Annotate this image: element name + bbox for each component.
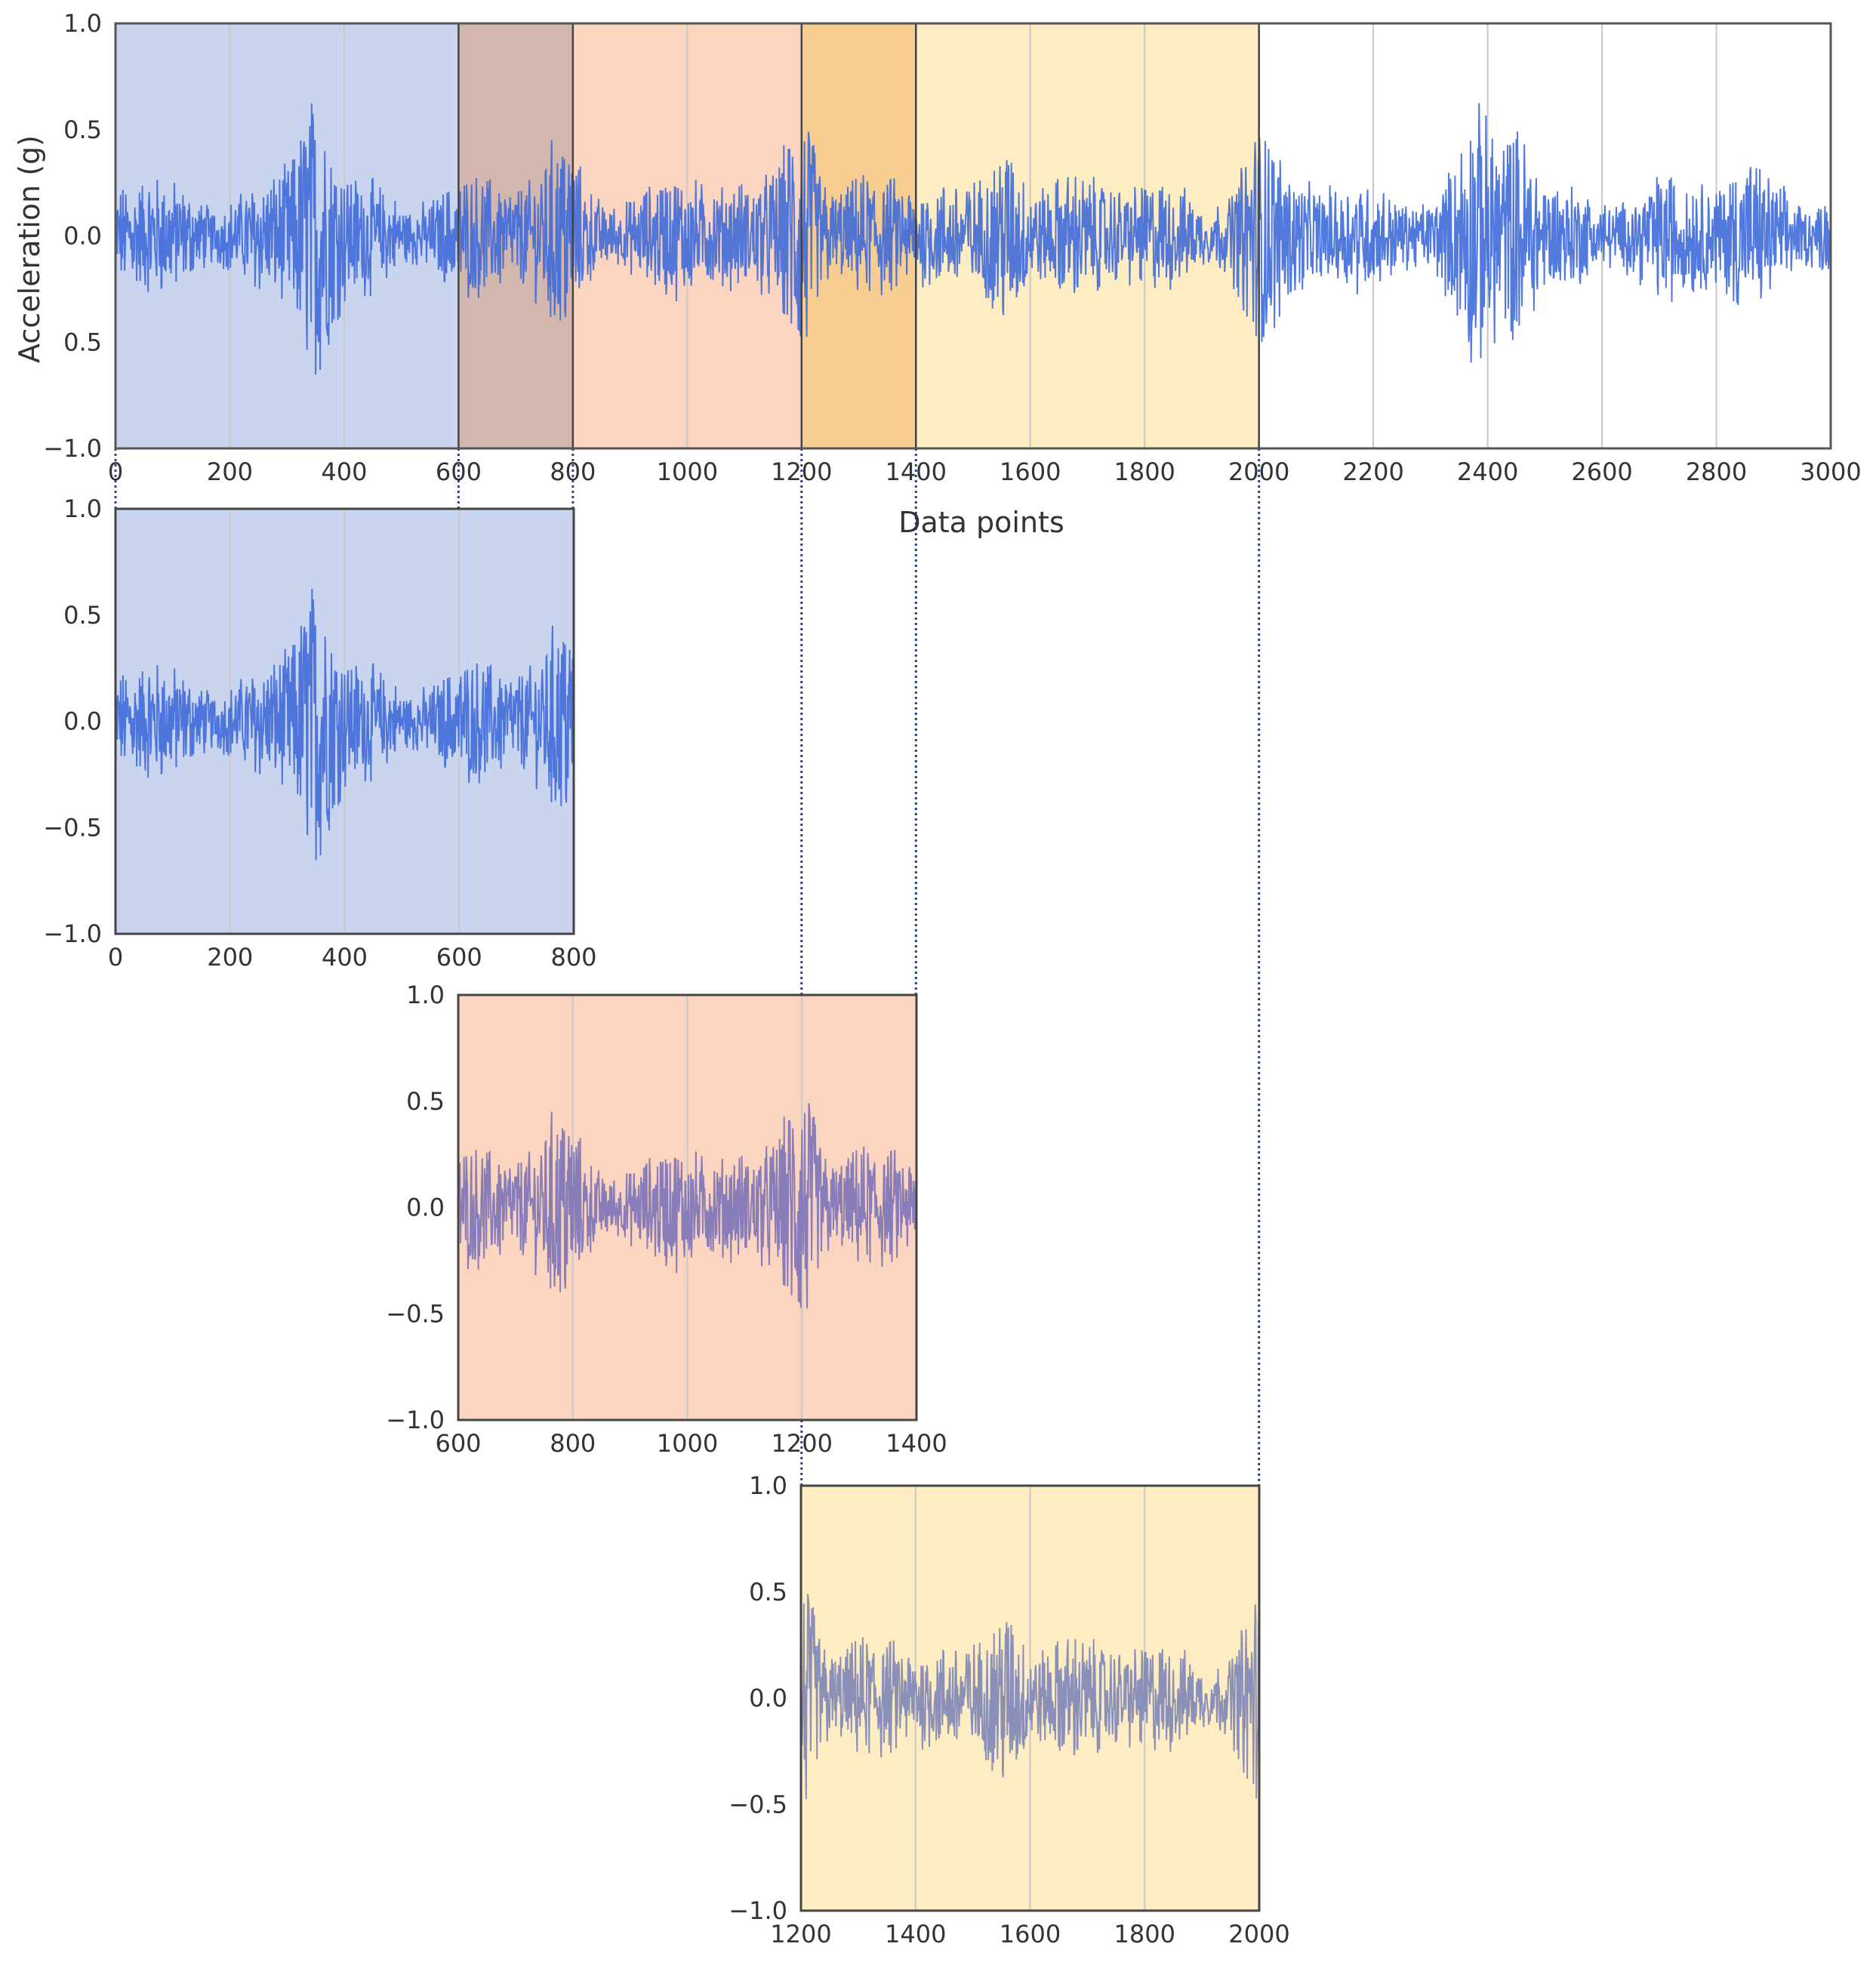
x-tick-label: 800 [550, 457, 596, 486]
x-tick-label: 1200 [770, 1920, 831, 1948]
plot-frame [799, 1484, 1261, 1912]
y-tick-label: 0.5 [63, 328, 102, 356]
x-tick-label: 0 [108, 457, 123, 486]
x-tick-label: 1200 [771, 457, 832, 486]
x-tick-label: 600 [435, 1429, 481, 1458]
y-tick-label: 1.0 [406, 981, 445, 1009]
x-tick-label: 1600 [1000, 457, 1061, 486]
y-tick-label: −1.0 [386, 1406, 445, 1434]
x-tick-label: 2600 [1571, 457, 1632, 486]
y-tick-label: −0.5 [386, 1299, 445, 1328]
x-tick-label: 1400 [886, 1429, 947, 1458]
y-tick-label: −0.5 [729, 1790, 787, 1819]
y-tick-label: 1.0 [63, 9, 102, 38]
x-tick-label: 400 [321, 457, 367, 486]
signal-line [457, 1103, 917, 1309]
y-tick-label: 0.0 [406, 1194, 445, 1222]
y-tick-label: 1.0 [63, 494, 102, 523]
x-tick-label: 800 [550, 1429, 596, 1458]
plot-frame [114, 22, 1832, 450]
y-tick-label: −0.5 [43, 813, 102, 842]
y-tick-label: 0.0 [63, 707, 102, 736]
x-tick-label: 1000 [657, 1429, 718, 1458]
zoom-plot-600-1400: 600 800 1000 1200 1400 1.0 0.5 0.0 −0.5 −1.0 [386, 981, 947, 1458]
x-tick-label: 200 [207, 943, 253, 972]
plot-frame [114, 507, 575, 935]
y-tick-label: −1.0 [729, 1896, 787, 1925]
y-tick-label: −1.0 [43, 434, 102, 463]
zoom-plot-0-800: 0 200 400 600 800 1.0 0.5 0.0 −0.5 −1.0 [43, 494, 596, 972]
x-tick-label: 2800 [1686, 457, 1747, 486]
x-tick-label: 800 [550, 943, 596, 972]
x-tick-label: 1000 [657, 457, 718, 486]
x-tick-label: 200 [207, 457, 253, 486]
x-tick-label: 600 [436, 457, 482, 486]
x-tick-label: 1400 [885, 1920, 946, 1948]
x-tick-label: 1800 [1114, 457, 1175, 486]
signal-line [115, 103, 1831, 375]
x-tick-label: 400 [322, 943, 368, 972]
y-tick-label: 0.0 [63, 222, 102, 251]
x-tick-label: 2200 [1342, 457, 1403, 486]
y-tick-label: 0.5 [749, 1578, 787, 1606]
y-tick-label: 0.0 [749, 1684, 787, 1713]
window-connector-lines [114, 448, 1261, 1486]
y-tick-label: 0.5 [63, 601, 102, 630]
x-tick-label: 2000 [1228, 1920, 1289, 1948]
x-tick-label: 2400 [1457, 457, 1518, 486]
signal-line [115, 588, 575, 861]
x-tick-label: 0 [108, 943, 123, 972]
x-tick-label: 2000 [1228, 457, 1289, 486]
y-tick-label: 0.5 [63, 116, 102, 144]
main-time-series-plot: 0 200 400 600 800 1000 1200 1400 1600 1800 2000 220… [43, 9, 1861, 486]
y-tick-label: 0.5 [406, 1087, 445, 1116]
plot-frame [457, 993, 918, 1421]
y-tick-label: 1.0 [749, 1471, 787, 1500]
x-tick-label: 1400 [886, 457, 947, 486]
x-tick-label: 1200 [772, 1429, 833, 1458]
x-tick-label: 3000 [1800, 457, 1861, 486]
zoom-plot-1200-2000: 1200 1400 1600 1800 2000 1.0 0.5 0.0 −0.5 −1.0 [729, 1471, 1289, 1948]
x-axis-title: Data points [898, 506, 1064, 539]
x-tick-label: 1600 [1000, 1920, 1061, 1948]
signal-line [800, 1594, 1260, 1800]
x-tick-label: 1800 [1114, 1920, 1175, 1948]
x-tick-label: 600 [436, 943, 482, 972]
y-axis-title: Acceleration (g) [13, 135, 46, 363]
y-tick-label: −1.0 [43, 919, 102, 948]
